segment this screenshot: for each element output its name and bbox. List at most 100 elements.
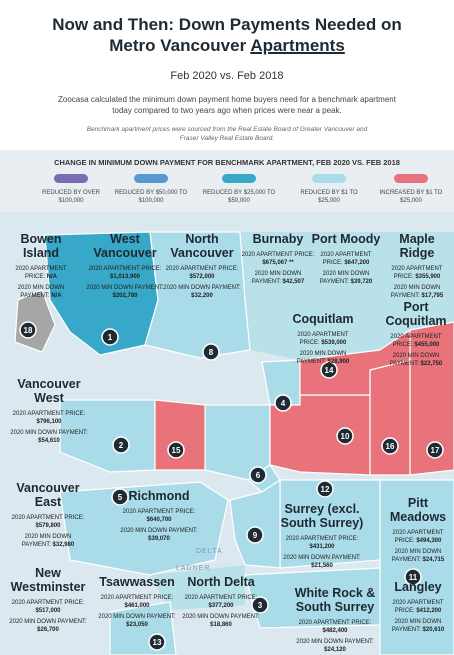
region-label: Bowen Island 2020 APARTMENT PRICE: N/A 202… <box>6 232 76 300</box>
down-payment-value: $24,120 <box>324 647 346 653</box>
price-value: $517,000 <box>35 608 61 614</box>
price-line: 2020 APARTMENT PRICE: $539,000 <box>288 331 358 347</box>
down-payment-label: 2020 MIN DOWN PAYMENT: <box>17 285 65 299</box>
down-payment-label: 2020 MIN DOWN PAYMENT: <box>391 549 442 563</box>
region-name: Tsawwassen <box>99 575 175 589</box>
down-payment-line: 2020 MIN DOWN PAYMENT: $42,507 <box>240 270 316 286</box>
header: Now and Then: Down Payments Needed on Me… <box>0 0 454 150</box>
down-payment-line: 2020 MIN DOWN PAYMENT: $21,560 <box>280 554 364 570</box>
legend-swatch <box>54 174 88 183</box>
down-payment-label: 2020 MIN DOWN PAYMENT: <box>391 619 442 633</box>
price-line: 2020 APARTMENT PRICE: $572,000 <box>163 265 241 281</box>
region-name: New Westminster <box>10 566 86 594</box>
region-name: Coquitlam <box>292 312 354 326</box>
legend-swatch <box>222 174 256 183</box>
price-line: 2020 APARTMENT PRICE: $640,700 <box>118 508 200 524</box>
down-payment-value: $18,860 <box>210 622 232 628</box>
down-payment-line: 2020 MIN DOWN PAYMENT: $23,050 <box>98 613 176 629</box>
price-line: 2020 APARTMENT PRICE: $1,013,900 <box>86 265 164 281</box>
legend-swatch <box>394 174 428 183</box>
region-label: New Westminster 2020 APARTMENT PRICE: $51… <box>8 566 88 634</box>
region-label: Langley 2020 APARTMENT PRICE: $412,200 202… <box>384 580 452 634</box>
region-marker <box>111 488 129 506</box>
region-shape <box>299 328 411 396</box>
region-number: 14 <box>325 366 334 375</box>
price-value: $572,000 <box>189 274 215 280</box>
down-payment-label: 2020 MIN DOWN PAYMENT: <box>120 528 198 534</box>
region-name: Surrey (excl. South Surrey) <box>280 502 364 530</box>
region-marker <box>249 466 267 484</box>
region-number: 1 <box>108 333 113 342</box>
price-line: 2020 APARTMENT PRICE: $796,100 <box>10 410 88 426</box>
region-shape <box>154 399 206 471</box>
down-payment-label: 2020 MIN DOWN PAYMENT: <box>86 285 164 291</box>
legend-item: REDUCED BY OVER $100,000 <box>32 174 110 205</box>
region-name: West Vancouver <box>93 232 157 260</box>
region-marker <box>381 437 399 455</box>
region-number: 2 <box>119 441 124 450</box>
price-label: 2020 APARTMENT PRICE: <box>165 266 239 272</box>
down-payment-label: 2020 MIN DOWN PAYMENT: <box>389 353 440 367</box>
price-value: $796,100 <box>36 419 62 425</box>
region-marker <box>316 480 334 498</box>
price-value: $675,067 ** <box>262 260 294 266</box>
price-line: 2020 APARTMENT PRICE: $579,800 <box>10 514 86 530</box>
down-payment-label: 2020 MIN DOWN PAYMENT: <box>9 619 87 625</box>
down-payment-line: 2020 MIN DOWN PAYMENT: $22,750 <box>380 352 452 368</box>
down-payment-label: 2020 MIN DOWN PAYMENT: <box>10 430 88 436</box>
legend-label: INCREASED BY $1 TO $25,000 <box>379 190 443 204</box>
legend: CHANGE IN MINIMUM DOWN PAYMENT FOR BENCH… <box>0 150 454 212</box>
down-payment-value: $39,070 <box>148 536 170 542</box>
region-label: White Rock & South Surrey 2020 APARTMENT … <box>292 586 378 654</box>
down-payment-line: 2020 MIN DOWN PAYMENT: $39,070 <box>118 527 200 543</box>
region-shape <box>59 399 156 473</box>
title: Now and Then: Down Payments Needed on Me… <box>30 14 424 56</box>
down-payment-line: 2020 MIN DOWN PAYMENT: $39,720 <box>310 270 382 286</box>
down-payment-line: 2020 MIN DOWN PAYMENT: $28,900 <box>288 350 358 366</box>
region-shape <box>144 231 251 359</box>
region-marker <box>167 441 185 459</box>
price-line: 2020 APARTMENT PRICE: $675,067 ** <box>240 251 316 267</box>
legend-swatch <box>134 174 168 183</box>
subtitle: Feb 2020 vs. Feb 2018 <box>170 70 284 82</box>
down-payment-line: 2020 MIN DOWN PAYMENT: $32,980 <box>10 533 86 549</box>
region-number: 11 <box>409 573 418 582</box>
price-line: 2020 APARTMENT PRICE: $431,200 <box>280 535 364 551</box>
down-payment-line: 2020 MIN DOWN PAYMENT: $17,795 <box>382 284 452 300</box>
region-name: Langley <box>394 580 442 594</box>
down-payment-value: $20,610 <box>422 627 445 633</box>
legend-label: REDUCED BY $25,000 TO $50,000 <box>202 190 276 204</box>
down-payment-label: 2020 MIN DOWN PAYMENT: <box>390 285 441 299</box>
region-label: West Vancouver 2020 APARTMENT PRICE: $1,0… <box>86 232 164 300</box>
region-marker <box>336 427 354 445</box>
down-payment-value: $39,720 <box>350 279 373 285</box>
region-number: 12 <box>321 485 330 494</box>
legend-item: REDUCED BY $25,000 TO $50,000 <box>200 174 278 205</box>
down-payment-value: $202,780 <box>112 293 138 299</box>
legend-swatch <box>312 174 346 183</box>
region-shape <box>59 481 229 576</box>
legend-label: REDUCED BY $1 TO $25,000 <box>300 190 358 204</box>
price-line: 2020 APARTMENT PRICE: $355,900 <box>382 265 452 281</box>
price-label: 2020 APARTMENT PRICE: <box>11 515 85 521</box>
price-line: 2020 APARTMENT PRICE: $377,200 <box>182 594 260 610</box>
region-number: 16 <box>386 442 395 451</box>
down-payment-label: 2020 MIN DOWN PAYMENT: <box>319 271 370 285</box>
region-marker <box>274 394 292 412</box>
region-number: 8 <box>209 348 214 357</box>
price-label: 2020 APARTMENT PRICE: <box>122 509 196 515</box>
down-payment-label: 2020 MIN DOWN PAYMENT: <box>163 285 241 291</box>
region-label: Port Moody 2020 APARTMENT PRICE: $647,200… <box>310 232 382 286</box>
source-note: Benchmark apartment prices were sourced … <box>86 126 368 142</box>
legend-label: REDUCED BY $50,000 TO $100,000 <box>114 190 188 204</box>
region-label: Port Coquitlam 2020 APARTMENT PRICE: $455… <box>380 300 452 368</box>
down-payment-value: $54,610 <box>38 438 60 444</box>
region-number: 15 <box>172 446 181 455</box>
region-number: 17 <box>431 446 440 455</box>
down-payment-label: 2020 MIN DOWN PAYMENT: <box>283 555 361 561</box>
price-label: 2020 APARTMENT PRICE: <box>392 530 444 544</box>
price-value: N/A <box>46 274 58 280</box>
region-name: Port Coquitlam <box>385 300 447 328</box>
region-number: 3 <box>258 601 263 610</box>
